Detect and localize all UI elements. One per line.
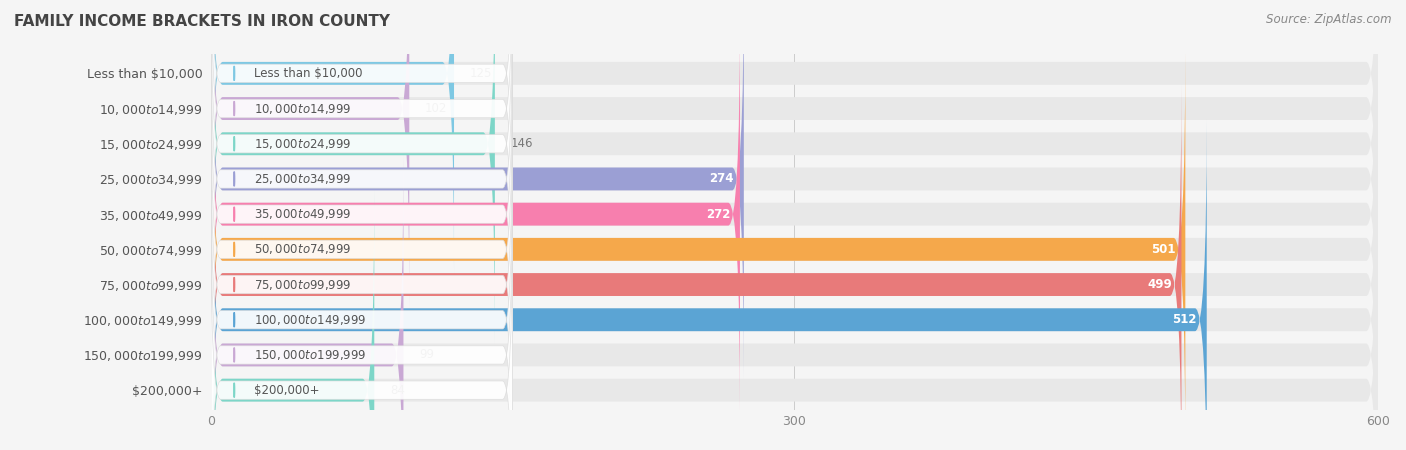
FancyBboxPatch shape [211, 14, 740, 414]
Text: 99: 99 [419, 348, 434, 361]
FancyBboxPatch shape [211, 85, 1181, 450]
FancyBboxPatch shape [211, 50, 1185, 449]
FancyBboxPatch shape [211, 0, 512, 310]
FancyBboxPatch shape [211, 85, 1378, 450]
FancyBboxPatch shape [211, 190, 1378, 450]
FancyBboxPatch shape [211, 0, 1378, 343]
Text: $35,000 to $49,999: $35,000 to $49,999 [253, 207, 352, 221]
FancyBboxPatch shape [211, 0, 1378, 308]
FancyBboxPatch shape [211, 82, 512, 416]
Text: Less than $10,000: Less than $10,000 [253, 67, 363, 80]
FancyBboxPatch shape [211, 155, 404, 450]
FancyBboxPatch shape [211, 0, 1378, 273]
FancyBboxPatch shape [211, 120, 1378, 450]
Text: 499: 499 [1147, 278, 1171, 291]
Text: 501: 501 [1152, 243, 1175, 256]
Text: Source: ZipAtlas.com: Source: ZipAtlas.com [1267, 14, 1392, 27]
Text: 125: 125 [470, 67, 492, 80]
Text: 84: 84 [389, 384, 405, 396]
Text: 274: 274 [710, 172, 734, 185]
FancyBboxPatch shape [211, 0, 512, 240]
FancyBboxPatch shape [211, 50, 1378, 449]
FancyBboxPatch shape [211, 0, 495, 343]
Text: 512: 512 [1173, 313, 1197, 326]
Text: 102: 102 [425, 102, 447, 115]
Text: $50,000 to $74,999: $50,000 to $74,999 [253, 243, 352, 256]
Text: 146: 146 [510, 137, 533, 150]
Text: $200,000+: $200,000+ [253, 384, 319, 396]
FancyBboxPatch shape [211, 0, 1378, 379]
Text: $25,000 to $34,999: $25,000 to $34,999 [253, 172, 352, 186]
FancyBboxPatch shape [211, 14, 1378, 414]
FancyBboxPatch shape [211, 188, 512, 450]
Text: $100,000 to $149,999: $100,000 to $149,999 [253, 313, 366, 327]
FancyBboxPatch shape [211, 0, 744, 379]
FancyBboxPatch shape [211, 223, 512, 450]
Text: $150,000 to $199,999: $150,000 to $199,999 [253, 348, 366, 362]
Text: $15,000 to $24,999: $15,000 to $24,999 [253, 137, 352, 151]
FancyBboxPatch shape [211, 190, 374, 450]
FancyBboxPatch shape [211, 120, 1206, 450]
Text: $75,000 to $99,999: $75,000 to $99,999 [253, 278, 352, 292]
Text: $10,000 to $14,999: $10,000 to $14,999 [253, 102, 352, 116]
FancyBboxPatch shape [211, 47, 512, 381]
FancyBboxPatch shape [211, 155, 1378, 450]
Text: FAMILY INCOME BRACKETS IN IRON COUNTY: FAMILY INCOME BRACKETS IN IRON COUNTY [14, 14, 389, 28]
Text: 272: 272 [706, 207, 730, 220]
FancyBboxPatch shape [211, 12, 512, 346]
FancyBboxPatch shape [211, 0, 512, 275]
FancyBboxPatch shape [211, 0, 409, 308]
FancyBboxPatch shape [211, 153, 512, 450]
FancyBboxPatch shape [211, 118, 512, 450]
FancyBboxPatch shape [211, 0, 454, 273]
